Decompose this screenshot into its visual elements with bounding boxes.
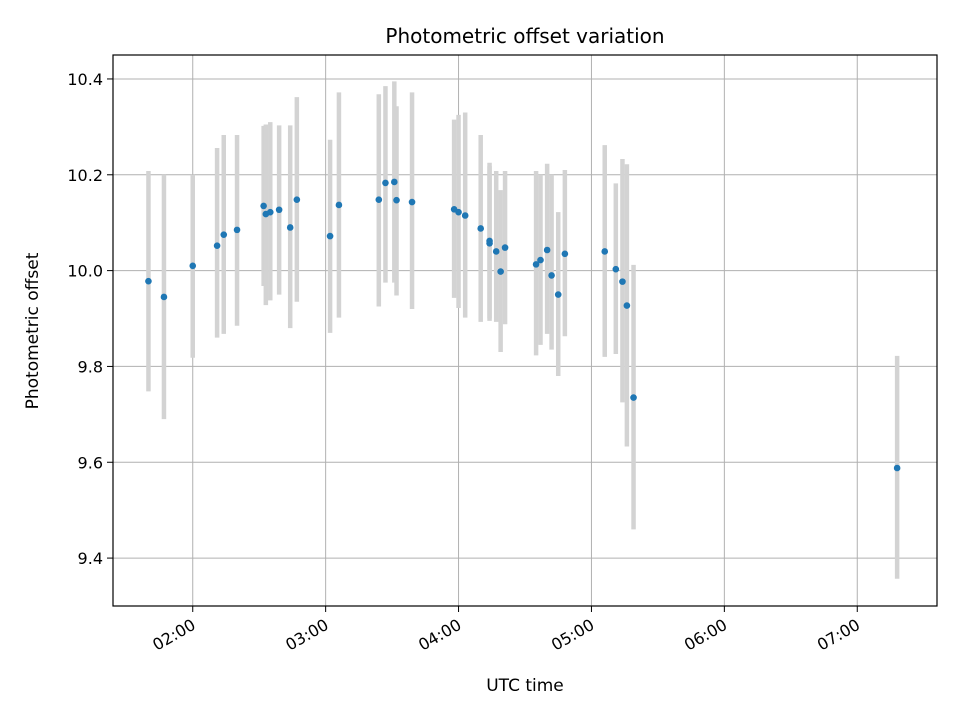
- data-point: [213, 242, 221, 249]
- data-point: [492, 248, 500, 255]
- data-point: [293, 196, 301, 203]
- data-point: [623, 302, 631, 309]
- x-axis-title: UTC time: [486, 676, 564, 696]
- data-point: [612, 265, 620, 273]
- data-point: [220, 231, 228, 238]
- data-point: [548, 272, 555, 279]
- data-point: [561, 250, 569, 258]
- data-point: [189, 262, 197, 270]
- data-point: [275, 206, 283, 214]
- data-point: [266, 208, 274, 216]
- y-tick-label: 10.4: [67, 70, 103, 89]
- data-point: [391, 178, 398, 186]
- data-point: [326, 232, 334, 240]
- data-point: [160, 293, 168, 301]
- data-point: [260, 202, 267, 210]
- data-points: [145, 178, 901, 472]
- data-point: [537, 256, 544, 264]
- data-point: [501, 244, 509, 251]
- plot-frame: [112, 54, 938, 607]
- data-point: [893, 464, 901, 472]
- data-point: [543, 246, 551, 254]
- y-tick-label: 9.8: [78, 357, 103, 376]
- data-point: [393, 196, 400, 204]
- chart-title: Photometric offset variation: [385, 24, 664, 48]
- data-point: [532, 261, 540, 268]
- data-point: [486, 239, 493, 247]
- data-point: [335, 201, 343, 209]
- data-point: [145, 277, 152, 285]
- data-point: [619, 278, 626, 285]
- data-point: [554, 291, 562, 298]
- data-point: [286, 224, 294, 231]
- data-point: [477, 225, 484, 232]
- data-point: [408, 198, 416, 206]
- y-tick-label: 10.0: [67, 262, 103, 281]
- data-point: [601, 248, 609, 255]
- y-tick-label: 9.6: [78, 453, 103, 472]
- y-tick-label: 9.4: [78, 549, 103, 568]
- data-point: [375, 196, 383, 203]
- data-point: [233, 226, 241, 234]
- y-axis-title: Photometric offset: [23, 252, 43, 409]
- y-tick-label: 10.2: [67, 166, 103, 185]
- data-point: [455, 208, 462, 216]
- data-point: [461, 212, 469, 219]
- data-point: [630, 394, 637, 401]
- data-point: [497, 268, 504, 275]
- data-point: [382, 179, 389, 187]
